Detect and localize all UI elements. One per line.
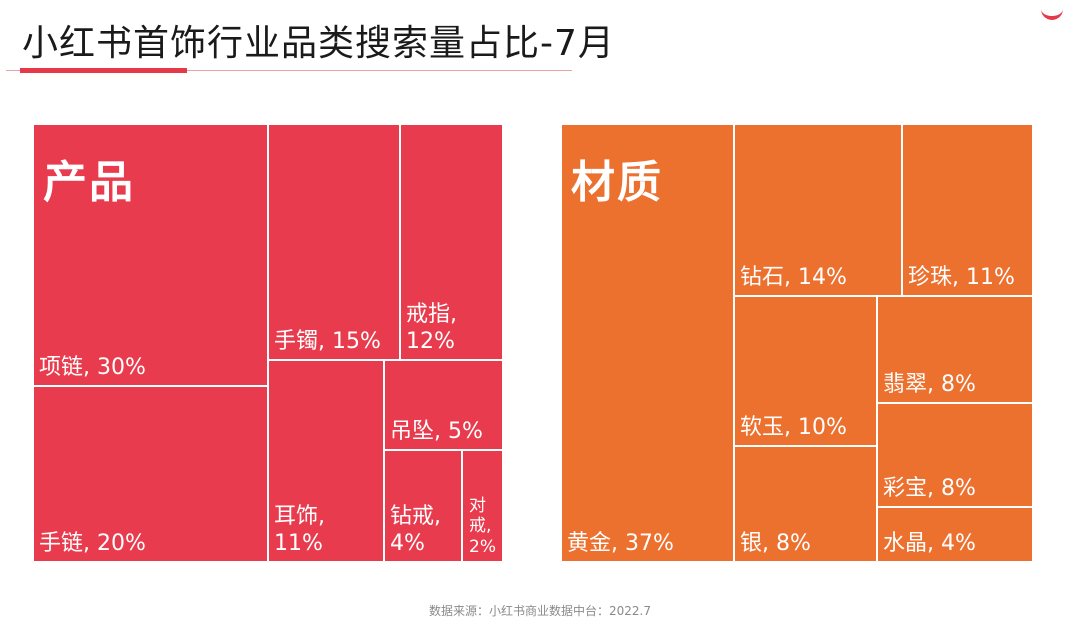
material-treemap: 黄金, 37% 钻石, 14% 珍珠, 11% 软玉, 10% 银, 8% 翡翠, 8% 彩…	[561, 124, 1033, 562]
tile-label: 手镯, 15%	[274, 328, 381, 354]
title-accent-bar	[20, 68, 187, 73]
tile-label: 珍珠, 11%	[908, 264, 1015, 290]
treemap-tile-手链: 手链, 20%	[33, 386, 268, 562]
treemap-tile-彩宝: 彩宝, 8%	[877, 403, 1033, 507]
tile-label: 黄金, 37%	[567, 530, 674, 556]
tile-label: 银, 8%	[740, 530, 811, 556]
tile-label: 吊坠, 5%	[390, 418, 483, 444]
treemap-tile-耳饰: 耳饰, 11%	[268, 360, 384, 562]
source-note: 数据来源：小红书商业数据中台：2022.7	[429, 604, 651, 618]
tile-label: 软玉, 10%	[740, 414, 847, 440]
tile-label: 钻戒, 4%	[390, 504, 441, 556]
treemap-tile-手镯: 手镯, 15%	[268, 124, 400, 360]
tile-label: 彩宝, 8%	[883, 475, 976, 501]
tile-label: 对 戒, 2%	[469, 495, 496, 557]
product-heading: 产品	[43, 157, 135, 208]
treemap-tile-对戒: 对 戒, 2%	[462, 450, 503, 562]
page-title: 小红书首饰行业品类搜索量占比-7月	[22, 23, 615, 64]
treemap-tile-戒指: 戒指, 12%	[400, 124, 503, 360]
tile-label: 耳饰, 11%	[274, 504, 325, 556]
treemap-tile-吊坠: 吊坠, 5%	[384, 360, 503, 450]
treemap-tile-银: 银, 8%	[734, 446, 877, 562]
treemap-tile-水晶: 水晶, 4%	[877, 507, 1033, 562]
treemap-tile-项链: 项链, 30%	[33, 124, 268, 386]
tile-label: 钻石, 14%	[740, 264, 847, 290]
treemap-tile-翡翠: 翡翠, 8%	[877, 296, 1033, 403]
tile-label: 翡翠, 8%	[883, 371, 976, 397]
tile-label: 戒指, 12%	[406, 302, 457, 354]
corner-logo-mark	[1041, 6, 1063, 20]
treemap-tile-黄金: 黄金, 37%	[561, 124, 734, 562]
treemap-tile-软玉: 软玉, 10%	[734, 296, 877, 446]
treemap-tile-珍珠: 珍珠, 11%	[902, 124, 1033, 296]
treemap-tile-钻石: 钻石, 14%	[734, 124, 902, 296]
material-heading: 材质	[571, 157, 663, 208]
tile-label: 手链, 20%	[39, 530, 146, 556]
product-treemap: 项链, 30% 手链, 20% 手镯, 15% 戒指, 12% 耳饰, 11% 吊坠, 5…	[33, 124, 503, 562]
tile-label: 项链, 30%	[39, 354, 146, 380]
tile-label: 水晶, 4%	[883, 530, 976, 556]
title-underline	[6, 70, 572, 71]
treemap-tile-钻戒: 钻戒, 4%	[384, 450, 462, 562]
